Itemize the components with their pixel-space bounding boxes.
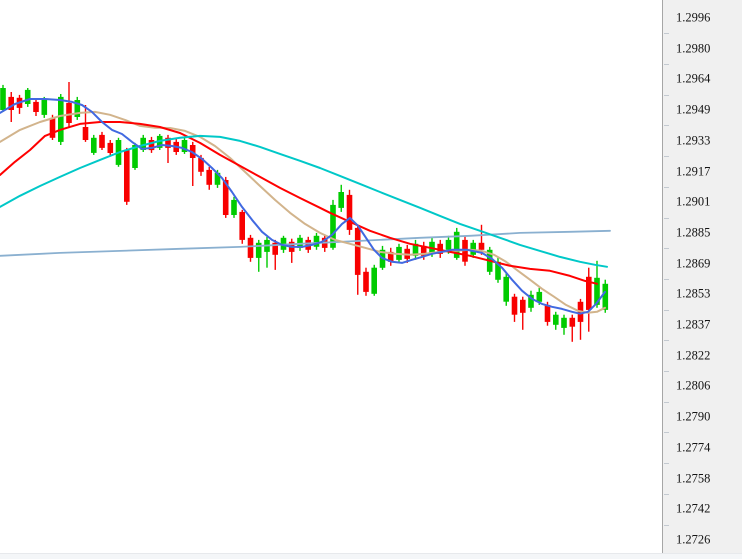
axis-tick bbox=[664, 156, 669, 158]
axis-tick bbox=[664, 309, 669, 311]
candle bbox=[371, 264, 377, 296]
candle bbox=[24, 88, 31, 107]
candle bbox=[561, 314, 567, 335]
price-axis-label: 1.2901 bbox=[676, 194, 711, 209]
ma-line-red bbox=[0, 121, 598, 285]
ma-line-tan bbox=[0, 110, 606, 314]
candle bbox=[33, 99, 39, 116]
price-axis-label: 1.2964 bbox=[676, 71, 711, 86]
candle bbox=[346, 189, 353, 235]
candle bbox=[74, 96, 81, 120]
price-axis-label: 1.2917 bbox=[676, 164, 711, 178]
axis-tick bbox=[664, 463, 669, 465]
candle bbox=[453, 227, 460, 260]
price-axis-label: 1.2885 bbox=[676, 225, 711, 240]
price-axis-label: 1.2853 bbox=[676, 286, 711, 301]
candle bbox=[58, 94, 64, 145]
axis-tick bbox=[664, 64, 669, 66]
axis-tick bbox=[664, 524, 669, 526]
axis-tick bbox=[664, 94, 669, 96]
ma-line-flat-lightblue bbox=[0, 229, 611, 257]
price-axis-label: 1.2980 bbox=[676, 41, 711, 56]
candle bbox=[313, 232, 320, 250]
candle bbox=[66, 82, 72, 127]
axis-tick bbox=[664, 371, 669, 373]
candle bbox=[577, 298, 584, 340]
candlestick-chart[interactable] bbox=[0, 0, 662, 559]
ma-line-blue bbox=[0, 98, 606, 315]
price-axis-label: 1.2996 bbox=[676, 10, 711, 25]
chart-area bbox=[0, 0, 662, 559]
candle bbox=[124, 147, 130, 205]
candle bbox=[354, 224, 361, 295]
candle bbox=[16, 94, 23, 114]
candle bbox=[503, 272, 509, 306]
candle bbox=[264, 236, 270, 268]
candle bbox=[412, 239, 419, 260]
axis-tick bbox=[664, 186, 669, 188]
axis-tick bbox=[664, 340, 669, 342]
candle bbox=[478, 224, 485, 255]
candle bbox=[206, 166, 212, 190]
candle bbox=[91, 134, 97, 155]
price-axis-label: 1.2742 bbox=[676, 501, 711, 516]
candle bbox=[569, 314, 576, 342]
candle bbox=[189, 141, 196, 186]
price-axis-label: 1.2837 bbox=[676, 317, 711, 332]
candle bbox=[99, 131, 105, 150]
price-axis-label: 1.2949 bbox=[676, 102, 711, 117]
candle bbox=[247, 234, 254, 262]
axis-tick bbox=[664, 493, 669, 495]
axis-tick bbox=[664, 278, 669, 280]
price-axis-label: 1.2933 bbox=[676, 133, 711, 148]
axis-tick bbox=[664, 401, 669, 403]
horizontal-scrollbar-track[interactable] bbox=[0, 553, 742, 559]
candle bbox=[363, 267, 369, 296]
price-axis-label: 1.2774 bbox=[676, 440, 711, 455]
candle bbox=[148, 136, 155, 153]
price-axis-label: 1.2869 bbox=[676, 256, 711, 271]
candle bbox=[511, 293, 518, 322]
axis-tick bbox=[664, 125, 669, 127]
candle bbox=[107, 140, 114, 156]
candle bbox=[470, 239, 476, 258]
candle bbox=[41, 96, 48, 118]
candle bbox=[586, 267, 592, 332]
candle bbox=[255, 239, 262, 272]
candle bbox=[288, 238, 295, 263]
price-axis-label: 1.2758 bbox=[676, 471, 711, 485]
price-axis-label: 1.2790 bbox=[676, 409, 711, 424]
candle bbox=[387, 247, 394, 266]
axis-tick bbox=[664, 217, 669, 219]
candle bbox=[0, 84, 6, 112]
candle bbox=[520, 296, 526, 330]
ma-line-cyan bbox=[0, 134, 608, 268]
candle bbox=[338, 184, 344, 212]
candle bbox=[553, 311, 559, 330]
candle bbox=[231, 196, 237, 218]
axis-tick bbox=[664, 248, 669, 250]
candle bbox=[528, 290, 534, 312]
candle bbox=[181, 136, 188, 154]
axis-tick bbox=[664, 33, 669, 35]
price-axis-label: 1.2806 bbox=[676, 378, 711, 393]
candle bbox=[239, 209, 245, 244]
price-axis: 1.2996 1.2980 1.2964 1.2949 1.2933 1.2917 1.29… bbox=[662, 0, 742, 559]
axis-tick bbox=[664, 432, 669, 434]
price-axis-label: 1.2726 bbox=[676, 532, 711, 547]
price-axis-label: 1.2822 bbox=[676, 348, 711, 363]
